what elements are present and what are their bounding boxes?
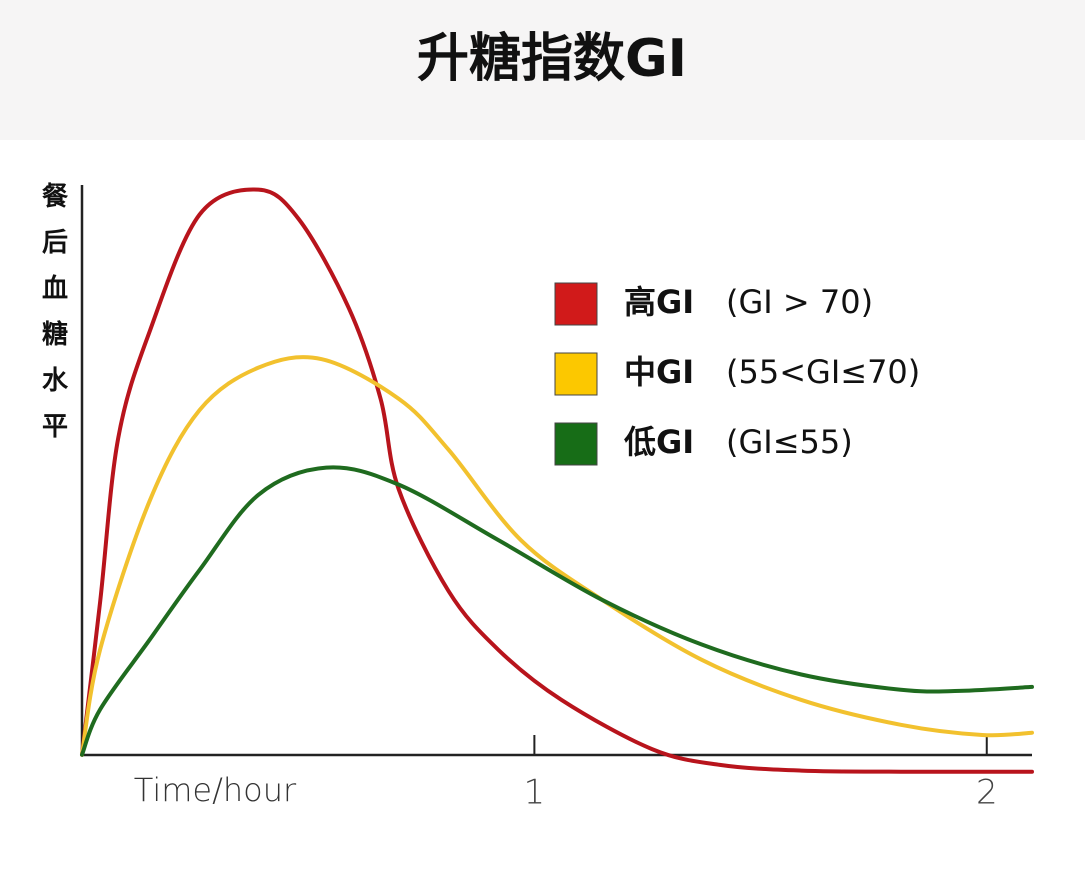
legend-swatch	[554, 282, 598, 326]
legend-description: (55<GI≤70)	[726, 353, 920, 391]
line-series	[80, 355, 1034, 757]
legend-swatch	[554, 352, 598, 396]
legend-label: 高GI	[624, 283, 694, 321]
legend-description: (GI≤55)	[726, 423, 853, 461]
y-axis-label: 餐后血糖水平	[38, 182, 68, 458]
x-axis-label: Time/hour	[134, 771, 297, 809]
legend-label: 低GI	[624, 423, 694, 461]
chart-title: 升糖指数GI	[417, 29, 687, 89]
legend-swatch	[554, 422, 598, 466]
x-tick-label: 1	[524, 773, 546, 813]
line-series	[80, 187, 1034, 774]
line-series	[80, 465, 1034, 757]
legend-description: (GI > 70)	[726, 283, 873, 321]
y-axis-label-text: 餐后血糖水平	[38, 182, 68, 458]
legend-label: 中GI	[624, 353, 694, 391]
x-tick-label: 2	[976, 773, 998, 813]
title-band	[0, 0, 1085, 140]
